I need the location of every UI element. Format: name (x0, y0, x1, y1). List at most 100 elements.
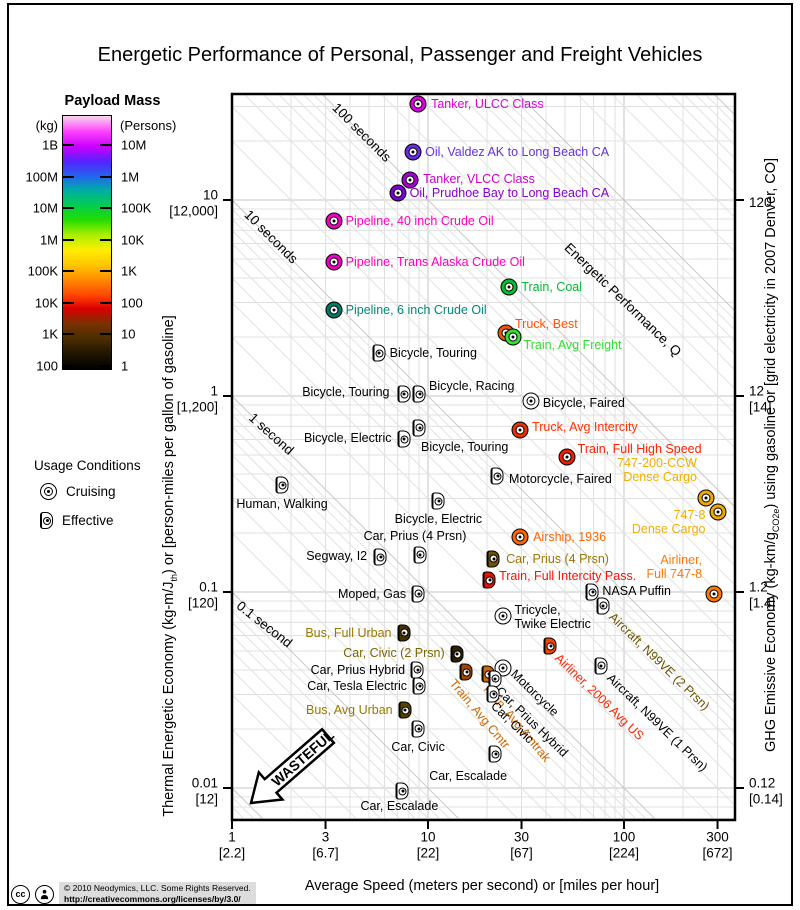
colorbar-tick (100, 207, 111, 210)
colorbar-tick (100, 175, 111, 178)
label-bicycle-electric: Bicycle, Electric (394, 512, 483, 527)
license-text: © 2010 Neodymics, LLC. Some Rights Reser… (59, 882, 256, 907)
colorbar-kg-1m: 1M (39, 232, 58, 248)
marker-tanker-vlcc-class (401, 171, 419, 189)
attribution-person-icon (35, 884, 54, 904)
marker-oil-valdez-ak-to-long-beach-ca (404, 143, 422, 161)
marker-human-walking (275, 476, 289, 494)
label-car-tesla-electric: Car, Tesla Electric (307, 679, 408, 694)
x-tick-1: 1 [2.2] (218, 829, 246, 860)
label-pipeline-40-inch-crude-oil: Pipeline, 40 inch Crude Oil (345, 214, 494, 229)
marker-bicycle-touring (372, 344, 386, 362)
marker-pipeline-6-inch-crude-oil (325, 301, 343, 319)
marker-aircraft-n99ve-2-prsn (596, 597, 610, 615)
label-car-escalade: Car, Escalade (429, 769, 508, 784)
colorbar-tick (100, 364, 111, 367)
label-bus-avg-urban: Bus, Avg Urban (305, 703, 393, 717)
label-car-prius-4-prsn: Car, Prius (4 Prsn) (363, 528, 467, 543)
colorbar-unit-kg: (kg) (35, 118, 58, 133)
marker-car-civic (486, 685, 500, 703)
label-motorcycle-faired: Motorcycle, Faired (509, 472, 612, 487)
marker-bicycle-electric (431, 492, 445, 510)
y-right-tick-1-2: 1.2 [1.4] (749, 579, 776, 610)
license-url[interactable]: http://creativecommons.org/licenses/by/3… (64, 894, 241, 905)
label-tanker-vlcc-class: Tanker, VLCC Class (423, 172, 535, 187)
label-train-coal: Train, Coal (521, 279, 582, 294)
label-nasa-puffin: NASA Puffin (602, 584, 671, 598)
marker-train-avg-freight (504, 328, 522, 346)
y-left-tick-0-01: 0.01 [12] (191, 775, 218, 806)
marker-motorcycle-faired (490, 467, 504, 485)
marker-bus-full-urban (397, 624, 410, 642)
y-right-tick-120: 120 (749, 195, 772, 211)
label-moped-gas: Moped, Gas (337, 586, 407, 601)
label-pipeline-6-inch-crude-oil: Pipeline, 6 inch Crude Oil (345, 302, 487, 317)
legend-label-effective: Effective (62, 513, 114, 528)
label-bus-full-urban: Bus, Full Urban (305, 625, 392, 640)
label-car-civic-2-prsn: Car, Civic (2 Prsn) (343, 646, 445, 661)
marker-nasa-puffin (585, 583, 599, 601)
marker-train-coal (500, 278, 518, 296)
colorbar-kg-10k: 10K (34, 295, 58, 311)
effective-marker-icon (40, 512, 53, 529)
marker-bicycle-racing (412, 385, 426, 403)
cc-icon: cc (11, 884, 30, 904)
marker-bicycle-faired (522, 392, 540, 410)
label-747-8-dense-cargo: 747-8 Dense Cargo (631, 507, 706, 536)
marker-car-prius-4-prsn (413, 546, 427, 564)
legend-label-cruising: Cruising (66, 484, 116, 499)
label-human-walking: Human, Walking (236, 497, 328, 512)
marker-car-civic-2-prsn (450, 645, 464, 663)
label-747-200-ccw-dense-cargo: 747-200-CCW Dense Cargo (617, 456, 697, 485)
marker-oil-prudhoe-bay-to-long-beach-ca (389, 184, 407, 202)
marker-car-escalade (395, 782, 409, 800)
marker-bicycle-electric (397, 430, 410, 448)
legend-item-cruising: Cruising (40, 483, 141, 500)
y-right-tick-0-12: 0.12 [0.14] (749, 775, 783, 806)
label-oil-prudhoe-bay-to-long-beach-ca: Oil, Prudhoe Bay to Long Beach CA (409, 185, 610, 200)
colorbar-tick (63, 144, 74, 146)
marker-747-8-dense-cargo (709, 503, 727, 521)
colorbar-kg-100m: 100M (25, 169, 58, 185)
label-oil-valdez-ak-to-long-beach-ca: Oil, Valdez AK to Long Beach CA (425, 145, 610, 160)
colorbar-kg-10m: 10M (32, 200, 58, 216)
colorbar-persons-1: 1 (121, 358, 129, 374)
marker-motorcycle (494, 659, 512, 677)
label-segway-i2: Segway, I2 (306, 549, 368, 564)
colorbar-unit-persons: (Persons) (120, 118, 177, 133)
x-tick-300: 300 [672] (702, 829, 733, 860)
label-train-full-high-speed: Train, Full High Speed (577, 441, 702, 456)
x-tick-3: 3 [6.7] (312, 829, 339, 860)
colorbar-tick (63, 270, 74, 273)
label-truck-best: Truck, Best (514, 316, 578, 331)
x-axis-title: Average Speed (meters per second) or [mi… (304, 878, 660, 894)
marker-bicycle-touring (397, 385, 410, 403)
marker-train-full-intercity-pass (482, 571, 496, 589)
x-tick-100: 100 [224] (608, 829, 640, 860)
label-tanker-ulcc-class: Tanker, ULCC Class (431, 96, 544, 111)
marker-tanker-ulcc-class (409, 95, 427, 113)
label-airliner-full-747-8: Airliner, Full 747-8 (646, 552, 703, 581)
label-bicycle-touring: Bicycle, Touring (389, 346, 477, 361)
y-left-tick-10: 10 [12,000] (169, 187, 218, 218)
marker-car-escalade (488, 745, 502, 763)
label-car-prius-4-prsn: Car, Prius (4 Prsn) (506, 551, 609, 566)
label-bicycle-electric: Bicycle, Electric (303, 431, 392, 446)
marker-bus-avg-urban (398, 701, 412, 719)
marker-pipeline-trans-alaska-crude-oil (325, 253, 343, 271)
label-bicycle-touring: Bicycle, Touring (421, 439, 509, 454)
marker-segway-i2 (373, 548, 387, 566)
marker-car-prius-hybrid (410, 661, 424, 679)
marker-747-200-ccw-dense-cargo (697, 489, 715, 507)
license-block: cc © 2010 Neodymics, LLC. Some Rights Re… (11, 882, 256, 907)
colorbar-persons-1m: 1M (121, 169, 140, 185)
colorbar-tick (100, 333, 111, 336)
marker-train-avg-cmtr (459, 663, 473, 681)
y-left-tick-0-1: 0.1 [120] (187, 579, 218, 610)
label-pipeline-trans-alaska-crude-oil: Pipeline, Trans Alaska Crude Oil (345, 255, 525, 270)
label-bicycle-faired: Bicycle, Faired (542, 396, 625, 411)
colorbar-kg-1k: 1K (42, 326, 58, 342)
marker-car-civic (411, 720, 425, 738)
label-bicycle-touring: Bicycle, Touring (302, 385, 390, 400)
